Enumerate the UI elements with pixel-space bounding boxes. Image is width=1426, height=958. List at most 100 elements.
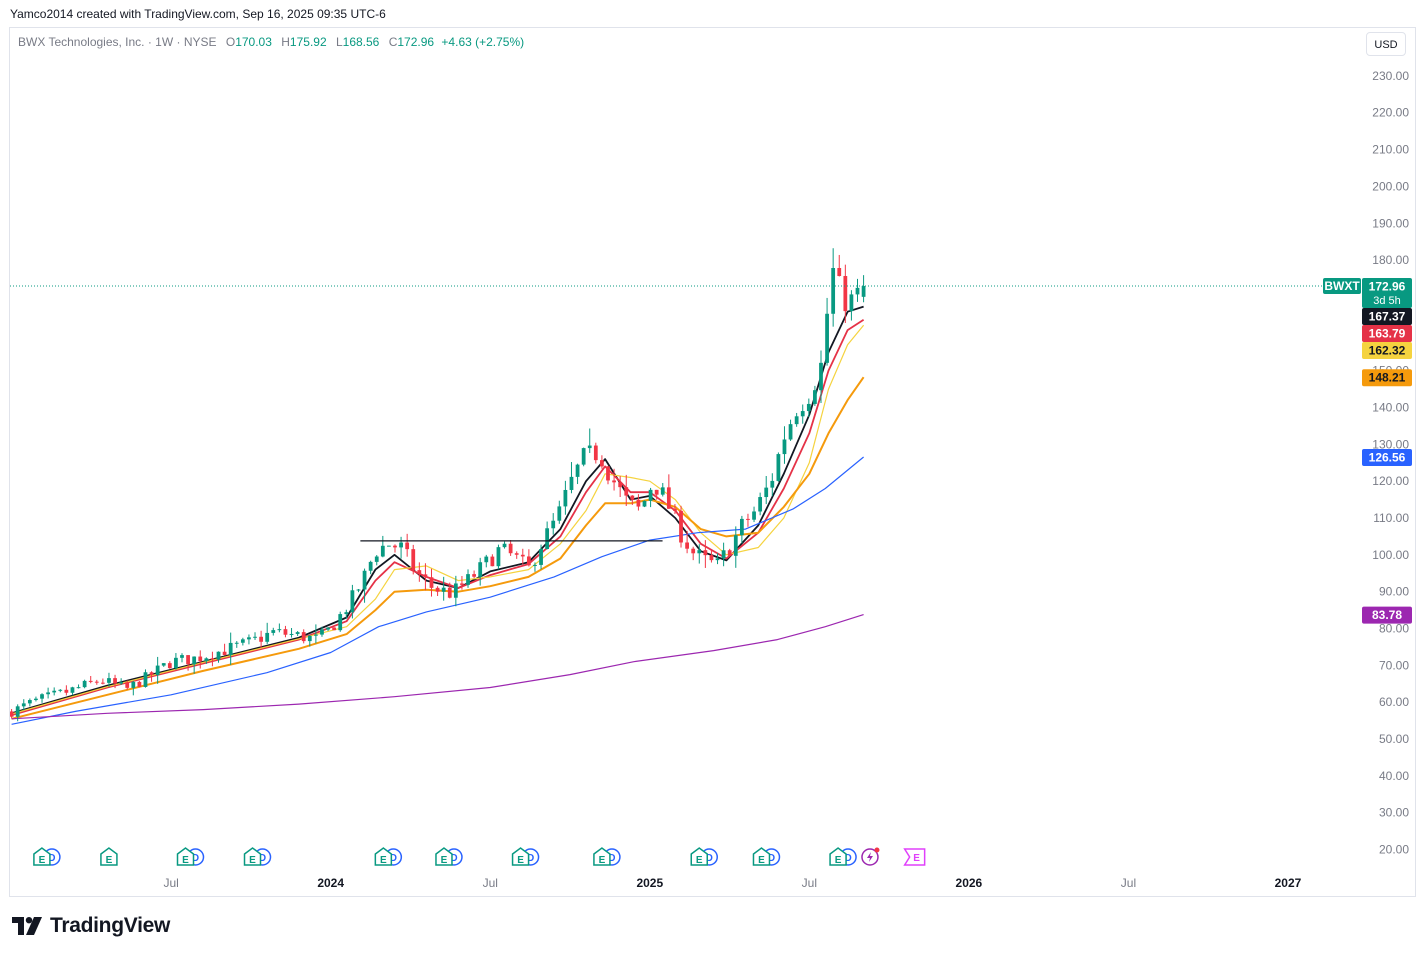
time-axis[interactable]: Jul 2024 Jul 2025 Jul 2026 Jul 2027	[163, 876, 1301, 890]
candle-body	[167, 663, 172, 669]
candle	[752, 506, 756, 523]
candle	[192, 656, 197, 674]
candle	[666, 474, 671, 509]
price-tick-label: 50.00	[1379, 732, 1409, 746]
candle	[861, 275, 866, 303]
candle	[758, 492, 763, 516]
earnings-dividend-events[interactable]: DE E DE DE DE DE DE DE DE DE DE E	[33, 847, 926, 867]
candle-body	[484, 556, 489, 563]
candle	[673, 504, 677, 514]
candle-body	[338, 614, 343, 631]
candle-body	[794, 416, 799, 425]
candle-body	[551, 520, 556, 529]
price-tag-label: 163.79	[1369, 327, 1406, 341]
price-tick-label: 140.00	[1372, 400, 1409, 414]
candle-body	[240, 639, 245, 643]
earnings-icon	[243, 847, 262, 866]
candle	[727, 548, 732, 557]
candle	[831, 248, 836, 327]
candle-body	[332, 627, 337, 631]
candle-body	[94, 681, 99, 683]
price-tick-label: 40.00	[1379, 769, 1409, 783]
candle	[654, 489, 659, 500]
candle	[52, 687, 57, 696]
candle-body	[855, 287, 860, 295]
earnings-icon-glyph: E	[696, 855, 703, 866]
candle	[393, 544, 397, 553]
price-tick-label: 230.00	[1372, 69, 1409, 83]
candle	[520, 548, 525, 565]
event-marker: E	[903, 848, 926, 866]
candle-body	[453, 583, 458, 598]
dividend-icon-glyph: D	[192, 853, 199, 864]
candle	[794, 412, 799, 427]
candle-body	[636, 499, 641, 507]
candle	[307, 635, 312, 647]
candle	[721, 542, 726, 567]
candle	[782, 426, 787, 464]
candle-body	[70, 687, 75, 693]
candle-body	[210, 658, 215, 660]
candle-body	[703, 550, 708, 556]
candle	[320, 626, 324, 637]
tradingview-logo[interactable]: TradingView	[12, 914, 170, 938]
earnings-icon	[752, 847, 771, 866]
drawn-horizontal-line[interactable]	[10, 285, 1361, 542]
price-tag	[1362, 606, 1412, 624]
candle	[703, 540, 708, 568]
close-label: C	[388, 35, 398, 49]
candle-body	[180, 655, 184, 658]
price-tick-label: 210.00	[1372, 143, 1409, 157]
candle	[478, 557, 483, 586]
candle-body	[374, 556, 379, 562]
event-marker: DE	[374, 847, 403, 866]
candle-body	[806, 403, 811, 412]
earnings-icon	[593, 847, 611, 866]
candle	[265, 622, 270, 644]
earnings-icon-glyph: E	[182, 855, 189, 866]
event-marker: DE	[690, 847, 719, 866]
tradingview-logo-icon	[12, 917, 42, 935]
candle-body	[362, 570, 367, 590]
currency-button[interactable]: USD	[1366, 32, 1406, 56]
candle-body	[685, 542, 689, 549]
price-tag-label: 172.96	[1369, 280, 1406, 294]
candle	[472, 570, 476, 579]
candle-body	[186, 655, 190, 665]
dividend-icon-glyph: D	[390, 853, 397, 864]
change-value: +4.63 (+2.75%)	[441, 35, 525, 49]
candle	[240, 637, 245, 646]
moving-average-line	[11, 614, 864, 720]
candle-body	[837, 267, 842, 276]
candle	[21, 699, 26, 711]
candle	[764, 476, 769, 505]
candle-body	[125, 682, 130, 688]
dividend-icon-glyph: D	[768, 853, 775, 864]
candle-body	[137, 681, 142, 687]
candle-body	[387, 545, 391, 547]
candle-body	[393, 545, 397, 548]
candle	[167, 661, 172, 669]
candle-body	[569, 476, 574, 490]
moving-average-line	[11, 456, 864, 725]
candle	[174, 653, 178, 670]
price-tick-label: 220.00	[1372, 106, 1409, 120]
candle	[295, 631, 300, 636]
candle	[545, 521, 550, 550]
candle-body	[350, 590, 355, 613]
candle	[289, 628, 294, 638]
candle-body	[344, 612, 349, 615]
candle-body	[800, 411, 805, 417]
candle	[259, 630, 263, 648]
candle-body	[228, 642, 233, 655]
candle	[113, 674, 117, 689]
candle-body	[64, 689, 69, 693]
low-value: 168.56	[342, 35, 380, 49]
candle	[362, 568, 367, 603]
candle	[800, 404, 805, 424]
candle	[557, 500, 562, 524]
candle	[466, 569, 470, 588]
candle-body	[435, 587, 440, 592]
